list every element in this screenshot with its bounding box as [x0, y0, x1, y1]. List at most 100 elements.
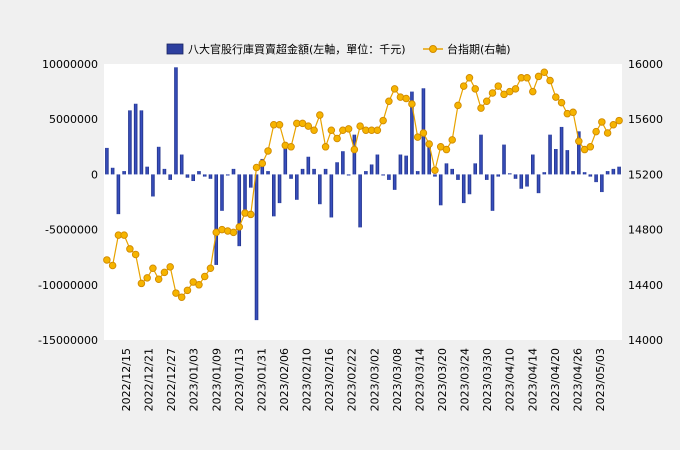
line-point [166, 263, 174, 271]
bar [473, 163, 478, 175]
bar [277, 174, 282, 204]
line-point [534, 72, 543, 81]
bar [461, 174, 466, 204]
bar [323, 168, 328, 175]
line-point [385, 97, 393, 106]
bar [484, 174, 489, 180]
line-point [465, 74, 474, 82]
line-point [454, 101, 462, 110]
line-point [235, 223, 244, 231]
bar [404, 155, 408, 175]
left-axis: 10000000 5000000 0 -5000000 -10000000 -150000… [38, 58, 98, 347]
bar [479, 134, 483, 175]
line-point [154, 275, 163, 284]
line-point [603, 129, 612, 137]
x-tick-label: 2023/04/14 [526, 348, 539, 411]
bar [444, 163, 449, 175]
right-tick-label: 16000 [628, 58, 663, 71]
bar [214, 174, 219, 265]
line-point [569, 108, 577, 117]
legend-bar-swatch [166, 43, 184, 55]
bar-series [105, 67, 621, 321]
x-tick-label: 2023/02/10 [301, 348, 314, 411]
bar [617, 166, 621, 175]
line-point [413, 133, 422, 141]
bar [536, 174, 541, 194]
x-tick-label: 2023/04/10 [504, 348, 517, 411]
bar [450, 168, 454, 175]
bar [335, 162, 339, 175]
legend-bar-label: 八大官股行庫買賣超金額(左軸，單位：千元) [188, 42, 406, 56]
bar [231, 168, 236, 175]
line-point [344, 125, 353, 133]
bar [375, 154, 380, 175]
line-point [586, 143, 595, 151]
legend-line-marker [429, 45, 437, 53]
line-point [477, 104, 485, 112]
bar [318, 174, 322, 205]
x-tick-label: 2023/03/20 [436, 348, 449, 411]
line-point [615, 116, 623, 125]
line-point [304, 122, 313, 130]
bar [300, 168, 305, 175]
bar [133, 103, 138, 175]
line-point [264, 147, 272, 155]
x-tick-label: 2022/12/15 [120, 348, 133, 411]
bar [410, 91, 414, 175]
line-point [575, 137, 583, 146]
x-tick-label: 2023/01/13 [233, 348, 246, 411]
bar [525, 174, 529, 187]
bar [295, 174, 299, 200]
bar [577, 131, 581, 175]
line-point [557, 98, 566, 107]
x-tick-label: 2023/04/26 [571, 348, 584, 411]
x-tick-label: 2023/05/03 [594, 348, 607, 411]
line-point [494, 82, 503, 90]
bar [600, 174, 604, 193]
right-tick-label: 14000 [628, 334, 663, 347]
bar [197, 171, 201, 175]
line-point [408, 100, 416, 108]
line-point [373, 126, 382, 134]
right-tick-label: 15600 [628, 113, 663, 126]
bar [329, 174, 334, 218]
bar [151, 174, 155, 197]
line-point [287, 143, 295, 151]
bar [289, 174, 293, 179]
line-point [247, 210, 255, 219]
bar [427, 143, 431, 175]
right-tick-label: 14800 [628, 224, 663, 237]
line-point [431, 166, 439, 175]
left-tick-label: 5000000 [49, 113, 98, 126]
bar [398, 154, 403, 175]
x-tick-label: 2023/03/08 [391, 348, 404, 411]
line-point [310, 126, 318, 134]
bar [185, 174, 190, 178]
bar [283, 146, 288, 175]
bar [145, 166, 149, 175]
line-point [523, 74, 531, 82]
line-point [552, 93, 560, 101]
bar [548, 134, 552, 175]
bar [254, 174, 259, 321]
line-point [327, 126, 336, 134]
line-point [459, 82, 468, 90]
bar [438, 174, 443, 206]
line-point [172, 289, 180, 297]
bar [168, 174, 172, 180]
left-tick-label: -10000000 [38, 279, 98, 292]
line-point [419, 129, 428, 137]
line-point [546, 76, 554, 85]
bar [128, 110, 132, 175]
line-point [229, 228, 238, 237]
right-axis: 16000 15600 15200 14800 14400 14000 [628, 58, 663, 347]
bar [364, 171, 368, 175]
line-point [425, 140, 433, 148]
line-point [321, 143, 330, 151]
line-point [206, 264, 215, 272]
line-point [143, 274, 151, 282]
bar [156, 146, 161, 175]
bar [139, 110, 144, 175]
line-point [350, 145, 359, 154]
